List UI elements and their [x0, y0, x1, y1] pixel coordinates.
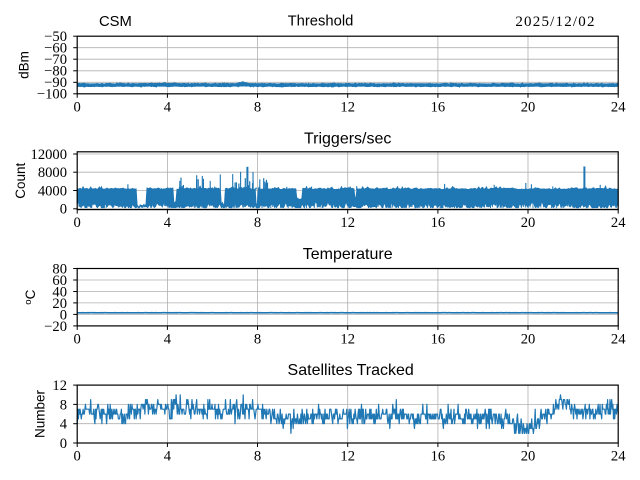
svg-text:12000: 12000	[31, 147, 67, 163]
svg-text:4: 4	[164, 332, 172, 348]
svg-text:8: 8	[254, 332, 261, 348]
svg-text:−100: −100	[37, 87, 67, 103]
svg-text:24: 24	[611, 99, 626, 115]
svg-text:Satellites Tracked: Satellites Tracked	[288, 362, 414, 379]
svg-text:16: 16	[431, 449, 446, 465]
svg-text:Temperature: Temperature	[303, 246, 393, 263]
svg-text:20: 20	[521, 99, 536, 115]
svg-text:12: 12	[340, 332, 355, 348]
svg-text:12: 12	[340, 449, 355, 465]
svg-text:20: 20	[521, 332, 536, 348]
svg-text:−90: −90	[44, 75, 67, 91]
svg-text:Count: Count	[13, 162, 28, 198]
svg-text:60: 60	[52, 273, 67, 289]
svg-text:8: 8	[254, 215, 261, 231]
svg-text:24: 24	[611, 332, 626, 348]
svg-text:0: 0	[60, 202, 67, 218]
svg-text:Threshold: Threshold	[288, 13, 354, 29]
svg-text:−70: −70	[44, 52, 67, 68]
svg-text:40: 40	[52, 284, 67, 300]
svg-text:CSM: CSM	[99, 14, 132, 30]
svg-text:Triggers/sec: Triggers/sec	[304, 131, 391, 148]
svg-text:oC: oC	[23, 289, 38, 304]
svg-text:4: 4	[164, 99, 172, 115]
svg-text:0: 0	[74, 449, 81, 465]
svg-text:0: 0	[74, 215, 81, 231]
svg-text:−80: −80	[44, 64, 67, 80]
svg-text:8000: 8000	[38, 165, 67, 181]
svg-text:4000: 4000	[38, 183, 67, 199]
svg-text:0: 0	[74, 99, 81, 115]
svg-text:dBm: dBm	[16, 51, 31, 79]
svg-text:20: 20	[52, 296, 67, 312]
svg-text:12: 12	[340, 99, 355, 115]
svg-text:80: 80	[52, 261, 67, 277]
svg-text:−60: −60	[44, 41, 67, 57]
svg-text:2025/12/02: 2025/12/02	[515, 14, 595, 30]
svg-text:0: 0	[60, 307, 67, 323]
svg-text:20: 20	[521, 449, 536, 465]
svg-text:8: 8	[254, 99, 261, 115]
svg-text:8: 8	[60, 397, 67, 413]
svg-text:20: 20	[521, 215, 536, 231]
svg-text:−50: −50	[44, 29, 67, 45]
svg-text:−20: −20	[44, 319, 67, 335]
svg-text:12: 12	[340, 215, 355, 231]
svg-text:12: 12	[52, 378, 67, 394]
svg-text:8: 8	[254, 449, 261, 465]
svg-text:24: 24	[611, 215, 626, 231]
svg-text:4: 4	[164, 215, 172, 231]
svg-text:24: 24	[611, 449, 626, 465]
svg-text:Number: Number	[32, 390, 47, 439]
svg-text:16: 16	[431, 215, 446, 231]
svg-text:0: 0	[60, 436, 67, 452]
svg-text:4: 4	[164, 449, 172, 465]
svg-text:4: 4	[60, 417, 68, 433]
svg-text:0: 0	[74, 332, 81, 348]
svg-text:16: 16	[431, 99, 446, 115]
svg-text:16: 16	[431, 332, 446, 348]
